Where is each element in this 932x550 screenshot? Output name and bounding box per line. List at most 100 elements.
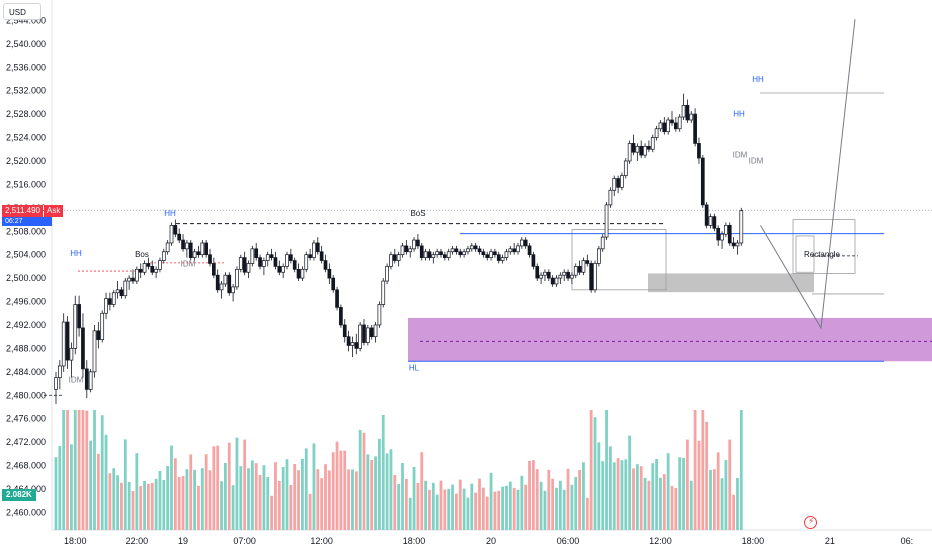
candle-body — [408, 248, 413, 253]
volume-bar — [724, 460, 728, 530]
volume-bar — [104, 434, 108, 530]
candle-body — [73, 304, 78, 349]
candle-body — [231, 286, 235, 294]
candle-body — [427, 251, 432, 258]
volume-bar — [632, 468, 635, 530]
candle-body — [550, 277, 555, 285]
volume-bar — [108, 473, 112, 530]
volume-bar — [381, 415, 385, 530]
candle-body — [127, 277, 132, 282]
candle-body — [327, 268, 332, 279]
volume-bar — [397, 484, 401, 530]
volume-bar — [123, 439, 127, 530]
candle-body — [392, 254, 397, 261]
candle-body — [181, 239, 185, 250]
volume-bar — [250, 460, 254, 530]
volume-bar — [601, 461, 605, 530]
volume-bar — [212, 446, 216, 530]
currency-label[interactable]: USD — [3, 3, 41, 20]
candle-body — [61, 321, 66, 367]
annotation-label: HH — [752, 75, 764, 84]
candle-body — [177, 233, 182, 241]
candle-body — [700, 157, 705, 206]
volume-bar — [170, 445, 173, 530]
annotation-label: HH — [733, 109, 745, 118]
candle-body — [585, 260, 590, 264]
candle-body — [262, 260, 266, 267]
volume-bar — [389, 449, 393, 530]
volume-bar — [304, 448, 308, 530]
candle-body — [631, 143, 636, 153]
volume-bar — [451, 484, 454, 530]
volume-bar — [385, 453, 389, 530]
volume-bar — [66, 410, 69, 530]
candle-body — [608, 189, 613, 206]
candle-body — [81, 327, 85, 370]
candle-body — [708, 216, 713, 226]
candle-body — [304, 254, 309, 270]
candle-body — [315, 242, 320, 253]
volume-bar — [127, 482, 131, 530]
volume-bar — [566, 468, 570, 530]
volume-bar — [54, 457, 58, 530]
volume-bar — [739, 410, 743, 530]
volume-bar — [150, 483, 154, 530]
candle-body — [727, 225, 732, 244]
volume-bar — [77, 410, 81, 530]
candle-body — [677, 116, 682, 130]
candle-body — [250, 248, 255, 264]
volume-bar — [732, 494, 735, 530]
candle-body — [242, 257, 247, 273]
candle-body — [308, 254, 312, 258]
candle-body — [535, 266, 540, 279]
candle-body — [446, 251, 451, 258]
volume-bar — [227, 442, 231, 530]
volume-bar — [597, 442, 601, 530]
volume-bar — [358, 430, 362, 530]
x-tick-label: 06:00 — [557, 536, 580, 546]
candle-body — [462, 251, 466, 256]
candle-body — [289, 254, 293, 261]
volume-bar — [478, 478, 481, 530]
volume-bar — [709, 470, 712, 530]
annotation-label: IDM — [749, 156, 764, 165]
candle-body — [373, 324, 378, 338]
volume-bar — [624, 459, 628, 530]
y-tick-label: 2,464.000 — [6, 484, 46, 494]
candle-body — [331, 277, 336, 291]
candle-body — [469, 245, 474, 250]
candle-body — [238, 257, 243, 270]
y-tick-label: 2,488.000 — [6, 343, 46, 353]
candle-body — [123, 280, 128, 297]
volume-bar — [239, 466, 243, 530]
candle-body — [466, 248, 470, 253]
volume-bar — [578, 470, 581, 530]
candle-body — [627, 143, 632, 162]
volume-bar — [347, 469, 350, 530]
flash-icon[interactable]: ⚡ — [804, 516, 817, 529]
x-tick-label: 12:00 — [649, 536, 672, 546]
y-tick-label: 2,472.000 — [6, 437, 46, 447]
y-tick-label: 2,492.000 — [6, 320, 46, 330]
candle-body — [697, 143, 701, 159]
volume-bar — [628, 435, 632, 530]
candle-body — [323, 260, 328, 270]
volume-bar — [281, 467, 285, 530]
candle-body — [570, 274, 574, 279]
volume-bar — [524, 484, 528, 530]
candle-body — [57, 365, 62, 379]
candle-body — [265, 254, 270, 261]
y-tick-label: 2,504.000 — [6, 250, 46, 260]
countdown-badge: 06:27 — [2, 217, 52, 226]
candle-body — [404, 245, 409, 253]
volume-bar — [501, 486, 504, 530]
x-tick-label: 20 — [486, 536, 496, 546]
volume-bar — [297, 470, 300, 530]
volume-bar — [354, 471, 358, 530]
candle-body — [192, 251, 197, 258]
candle-body — [647, 145, 651, 150]
candle-body — [604, 204, 609, 238]
volume-bar — [316, 469, 320, 530]
candle-body — [681, 104, 686, 118]
